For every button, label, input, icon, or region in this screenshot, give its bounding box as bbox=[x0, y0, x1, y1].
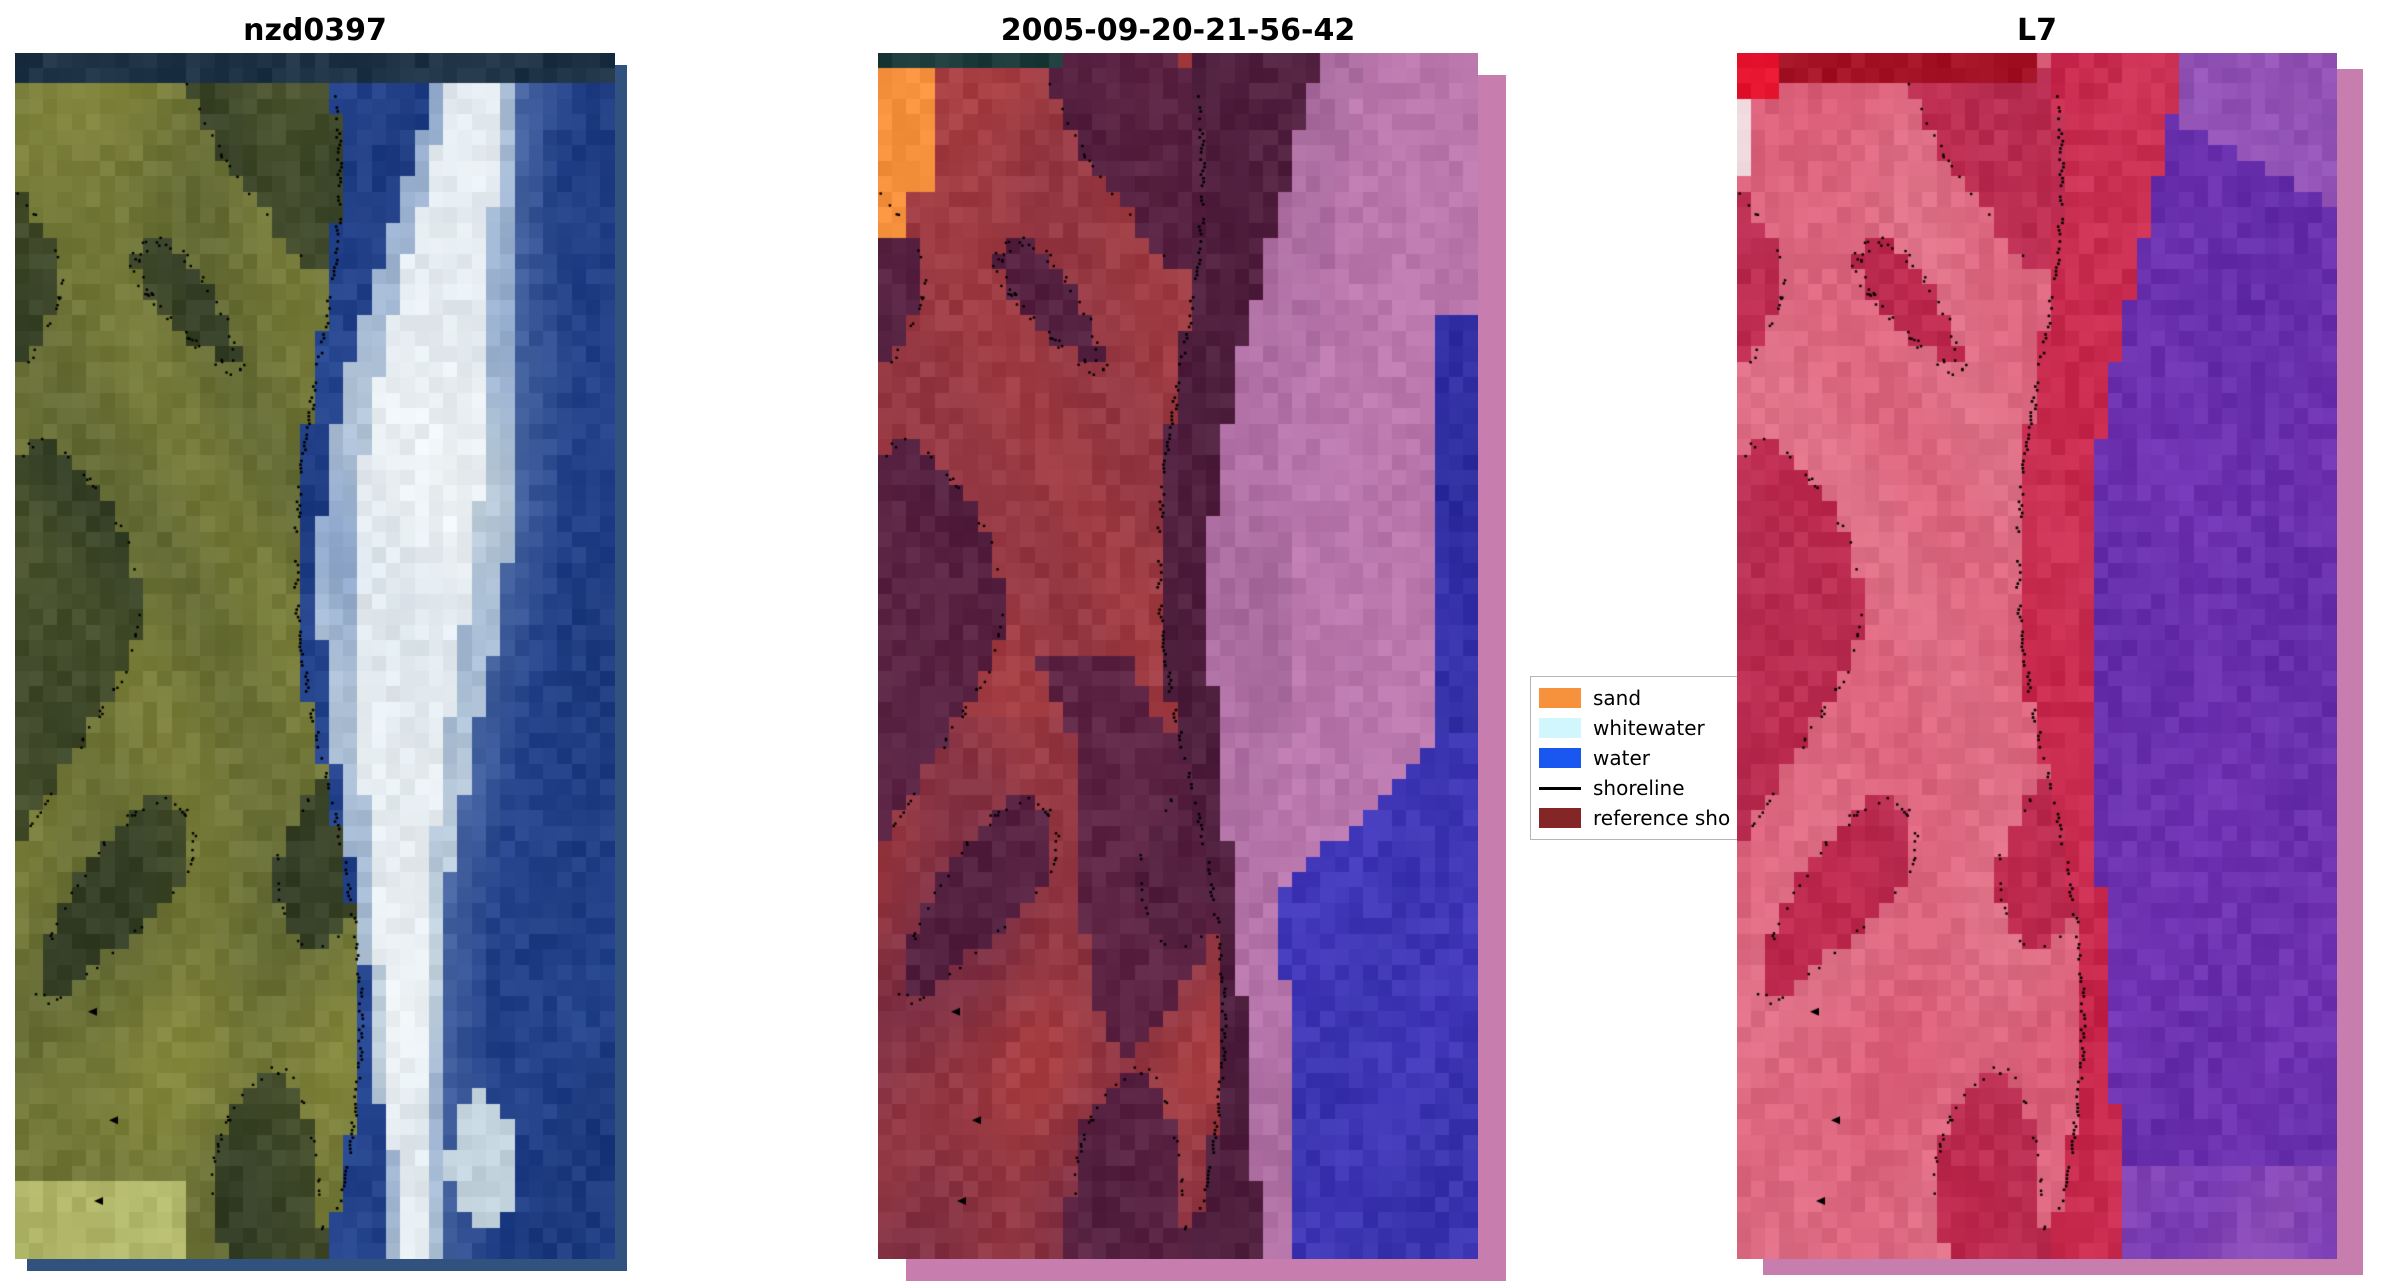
legend-item-sand: sand bbox=[1539, 683, 1744, 713]
legend-swatch-patch bbox=[1539, 748, 1581, 768]
panel-title-rgb: nzd0397 bbox=[243, 13, 387, 48]
legend-swatch-line bbox=[1539, 786, 1581, 790]
legend-label: water bbox=[1593, 746, 1650, 770]
legend-swatch-patch bbox=[1539, 688, 1581, 708]
panel-l7: L7 bbox=[1737, 8, 2363, 1275]
panel-title-l7: L7 bbox=[2017, 13, 2057, 48]
legend-swatch-patch bbox=[1539, 808, 1581, 828]
legend-item-reference-sho: reference sho bbox=[1539, 803, 1744, 833]
legend-label: sand bbox=[1593, 686, 1642, 710]
legend-item-water: water bbox=[1539, 743, 1744, 773]
legend-swatch-patch bbox=[1539, 718, 1581, 738]
panel-title-classified: 2005-09-20-21-56-42 bbox=[1000, 13, 1356, 48]
l7-image bbox=[1737, 53, 2337, 1259]
panel-nzd0397: nzd0397 bbox=[15, 8, 627, 1271]
legend-item-shoreline: shoreline bbox=[1539, 773, 1744, 803]
classified-image bbox=[878, 53, 1478, 1259]
legend-label: reference sho bbox=[1593, 806, 1731, 830]
rgb-satellite-image bbox=[15, 53, 615, 1259]
legend-label: shoreline bbox=[1593, 776, 1685, 800]
legend-label: whitewater bbox=[1593, 716, 1705, 740]
legend-item-whitewater: whitewater bbox=[1539, 713, 1744, 743]
legend: sand whitewater water shoreline reference sh… bbox=[1530, 676, 1745, 840]
panel-classified: 2005-09-20-21-56-42 bbox=[878, 8, 1506, 1281]
